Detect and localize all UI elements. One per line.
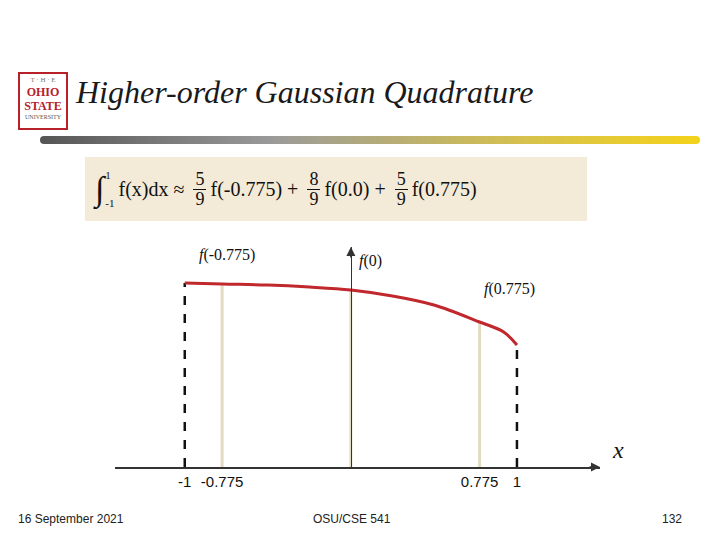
html-text:Higher-order Gaussian Quadratu: Higher-order Gaussian Quadrature bbox=[76, 74, 534, 110]
html-text:T · H · E: T · H · E bbox=[30, 76, 56, 84]
html-text:f(x)dx ≈ 5: f(x)dx ≈ 5 bbox=[118, 168, 205, 200]
html-text:STATE: STATE bbox=[24, 99, 62, 113]
html-text:1: 1 bbox=[105, 169, 111, 181]
html-text:9 f(-0.775) + 8: 9 f(-0.775) + 8 bbox=[195, 168, 319, 209]
html-text:9 f(0.775): 9 f(0.775) bbox=[396, 177, 477, 209]
html-text:OSU/CSE 541: OSU/CSE 541 bbox=[313, 512, 391, 526]
svg-text:0.775: 0.775 bbox=[461, 473, 499, 490]
svg-text:f(-0.775): f(-0.775) bbox=[199, 246, 255, 264]
html-text:132: 132 bbox=[662, 512, 682, 526]
svg-text:f(0.775): f(0.775) bbox=[484, 280, 535, 298]
svg-text:f(0): f(0) bbox=[359, 252, 382, 270]
svg-text:x: x bbox=[612, 437, 624, 463]
html-text:UNIVERSITY: UNIVERSITY bbox=[25, 114, 61, 120]
svg-text:-1: -1 bbox=[178, 473, 191, 490]
svg-text:-0.775: -0.775 bbox=[201, 473, 244, 490]
html-text:16 September 2021: 16 September 2021 bbox=[18, 512, 124, 526]
html-text:9 f(0.0) + 5: 9 f(0.0) + 5 bbox=[309, 168, 406, 209]
svg-text:1: 1 bbox=[513, 473, 521, 490]
html-text:-1: -1 bbox=[105, 197, 115, 209]
html-text:OHIO: OHIO bbox=[26, 85, 60, 99]
